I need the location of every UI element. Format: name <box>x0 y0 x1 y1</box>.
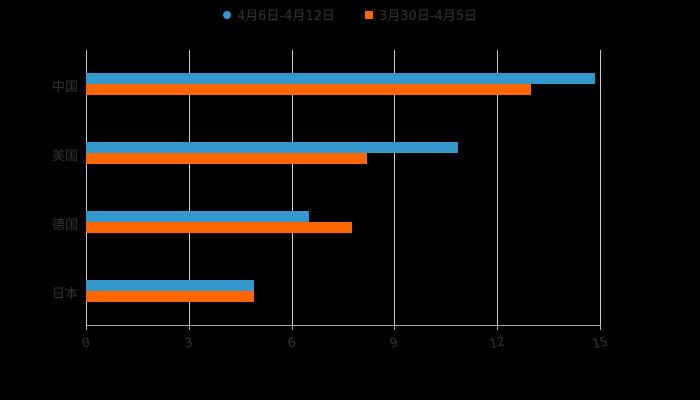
x-tick-label: 15 <box>590 334 610 353</box>
gridline <box>86 50 87 325</box>
category-label: 日本 <box>51 287 78 302</box>
legend-item-series-2[interactable]: 3月30日-4月5日 <box>365 5 477 24</box>
x-tick-label: 3 <box>183 335 195 352</box>
category-label: 德国 <box>51 218 78 233</box>
x-tick-label: 6 <box>286 335 297 352</box>
legend-label: 4月6日-4月12日 <box>236 9 335 24</box>
bar[interactable] <box>86 142 458 153</box>
bar[interactable] <box>86 291 254 302</box>
x-axis <box>86 325 600 326</box>
gridline <box>394 50 396 325</box>
category-label: 美国 <box>51 149 78 164</box>
bar[interactable] <box>86 84 532 95</box>
gridline <box>188 50 190 325</box>
square-icon <box>365 10 373 19</box>
gridline <box>497 50 499 325</box>
axis-tick <box>394 325 396 330</box>
bar[interactable] <box>86 153 367 164</box>
axis-tick <box>600 325 601 330</box>
axis-tick <box>291 325 293 330</box>
legend-label: 3月30日-4月5日 <box>379 9 478 24</box>
axis-tick <box>188 325 190 330</box>
bar[interactable] <box>86 211 309 222</box>
legend-item-series-1[interactable]: 4月6日-4月12日 <box>222 5 335 24</box>
axis-tick <box>497 325 499 330</box>
bar[interactable] <box>86 280 254 291</box>
x-tick-label: 0 <box>80 335 92 352</box>
gridline <box>600 50 601 325</box>
bar[interactable] <box>86 222 352 233</box>
bar[interactable] <box>86 73 595 84</box>
circle-icon <box>222 10 231 19</box>
category-label: 中国 <box>51 80 78 95</box>
legend: 4月6日-4月12日 3月30日-4月5日 <box>0 5 700 24</box>
x-tick-label: 12 <box>487 334 507 353</box>
axis-tick <box>86 325 87 330</box>
x-tick-label: 9 <box>389 335 400 352</box>
gridline <box>291 50 293 325</box>
